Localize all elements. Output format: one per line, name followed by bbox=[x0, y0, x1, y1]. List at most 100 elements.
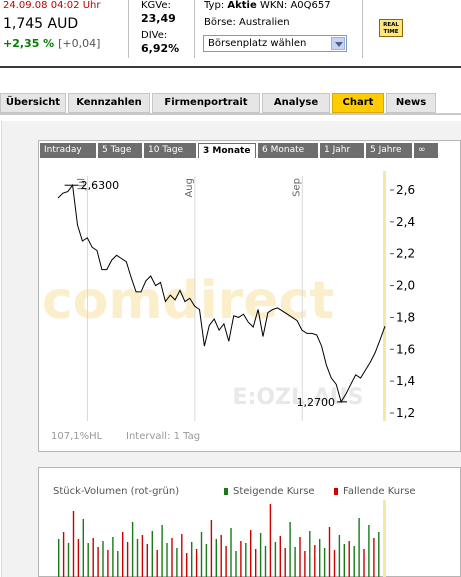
period-tab-max[interactable]: ∞ bbox=[414, 143, 438, 158]
period-tab-10-tage[interactable]: 10 Tage bbox=[144, 143, 196, 158]
legend-rising: Steigende Kurse bbox=[224, 486, 315, 497]
volume-bar bbox=[309, 531, 311, 577]
exchange-line: Börse: Australien bbox=[204, 17, 290, 28]
volume-bar bbox=[294, 547, 296, 577]
x-tick-label: Sep bbox=[291, 178, 302, 197]
header-divider bbox=[194, 0, 195, 58]
dive-value: 6,92% bbox=[141, 42, 180, 55]
header-divider bbox=[362, 0, 363, 58]
volume-bar bbox=[131, 522, 134, 577]
volume-bar bbox=[259, 533, 262, 577]
exchange-select[interactable]: Börsenplatz wählen bbox=[203, 35, 347, 52]
volume-bar bbox=[112, 537, 114, 577]
period-tab-6-monate[interactable]: 6 Monate bbox=[258, 143, 318, 158]
y-tick-label: 1,8 bbox=[396, 310, 415, 324]
volume-bar bbox=[373, 538, 375, 577]
volume-bar bbox=[156, 550, 158, 577]
tab-underline bbox=[0, 113, 461, 115]
volume-bar bbox=[269, 504, 272, 577]
interval-footer: Intervall: 1 Tag bbox=[126, 431, 200, 442]
tab-uebersicht[interactable]: Übersicht bbox=[0, 93, 66, 113]
volume-bar bbox=[225, 546, 227, 577]
period-tab-3-monate[interactable]: 3 Monate bbox=[198, 143, 256, 158]
tab-firmenportrait[interactable]: Firmenportrait bbox=[152, 93, 260, 113]
period-tab-intraday[interactable]: Intraday bbox=[40, 143, 96, 158]
volume-bar bbox=[333, 550, 336, 577]
x-tick-label: Jul bbox=[77, 178, 88, 191]
volume-bar bbox=[363, 549, 365, 577]
tab-analyse[interactable]: Analyse bbox=[262, 93, 330, 113]
chevron-down-icon[interactable] bbox=[331, 37, 345, 50]
boerse-label: Börse: bbox=[204, 17, 236, 28]
volume-bar bbox=[338, 535, 341, 577]
volume-bar bbox=[161, 525, 163, 577]
symbol-watermark: E:OZL.AUS bbox=[233, 385, 364, 410]
volume-bar bbox=[255, 549, 257, 577]
volume-title: Stück-Volumen (rot-grün) bbox=[53, 486, 180, 497]
legend-falling-label: Fallende Kurse bbox=[343, 486, 416, 497]
x-tick-label: Aug bbox=[184, 178, 195, 198]
volume-bar bbox=[58, 539, 60, 577]
tab-news[interactable]: News bbox=[386, 93, 436, 113]
volume-bar bbox=[67, 543, 70, 577]
volume-bar bbox=[230, 528, 232, 577]
volume-bar bbox=[368, 525, 370, 577]
instrument-type-line: Typ: Aktie WKN: A0Q657 bbox=[204, 0, 331, 11]
volume-bar bbox=[353, 546, 355, 577]
volume-bar bbox=[220, 535, 222, 577]
period-tab-5-jahre[interactable]: 5 Jahre bbox=[366, 143, 412, 158]
volume-bar bbox=[97, 547, 99, 577]
volume-bar bbox=[107, 550, 109, 577]
volume-bar bbox=[186, 553, 188, 577]
legend-rising-swatch bbox=[224, 487, 228, 495]
volume-bar bbox=[348, 541, 350, 577]
volume-bar bbox=[176, 548, 178, 577]
y-tick-label: 2,4 bbox=[396, 215, 415, 229]
price-chart-frame bbox=[38, 140, 461, 452]
volume-bar-chart: 60.000.0040.000.0020.000.00 bbox=[58, 500, 386, 577]
volume-bar bbox=[378, 532, 380, 577]
volume-bar bbox=[284, 548, 286, 577]
kgve-label: KGVe: bbox=[141, 0, 171, 11]
volume-bar bbox=[245, 543, 247, 577]
y-tick-label: 1,6 bbox=[396, 342, 415, 356]
volume-bar bbox=[319, 539, 321, 577]
volume-bar bbox=[210, 520, 213, 577]
volume-bar bbox=[274, 542, 277, 577]
max-annotation: 2,6300 bbox=[81, 179, 120, 192]
watermark-text: comdirect bbox=[42, 271, 334, 331]
y-tick-label: 2,2 bbox=[396, 247, 415, 261]
realtime-badge[interactable]: REAL TIME bbox=[379, 19, 403, 37]
wkn-value: A0Q657 bbox=[290, 0, 331, 11]
volume-bar bbox=[279, 536, 281, 577]
volume-bar bbox=[343, 544, 345, 577]
period-tab-1-jahr[interactable]: 1 Jahr bbox=[320, 143, 364, 158]
quote-change-abs: [+0,04] bbox=[58, 37, 101, 50]
chart-cursor[interactable] bbox=[383, 171, 386, 421]
volume-bar bbox=[328, 527, 331, 577]
volume-bar bbox=[117, 551, 119, 577]
header-divider bbox=[128, 0, 129, 58]
volume-bar bbox=[314, 545, 316, 577]
volume-bar bbox=[240, 541, 242, 577]
kgve-value: 23,49 bbox=[141, 12, 176, 25]
volume-bar bbox=[195, 549, 198, 577]
volume-bar bbox=[215, 539, 217, 577]
volume-bar bbox=[181, 534, 183, 577]
volume-bar bbox=[264, 546, 267, 577]
volume-bar bbox=[200, 532, 203, 577]
period-tab-5-tage[interactable]: 5 Tage bbox=[98, 143, 142, 158]
volume-bar bbox=[151, 531, 153, 577]
dive-label: DIVe: bbox=[141, 30, 168, 41]
y-tick-label: 1,4 bbox=[396, 374, 415, 388]
min-annotation: 1,2700 bbox=[297, 396, 336, 409]
quote-change-pct: +2,35 % bbox=[3, 37, 55, 50]
volume-bar bbox=[299, 537, 301, 577]
volume-bar bbox=[82, 519, 84, 577]
volume-bar bbox=[358, 518, 360, 577]
price-line bbox=[57, 183, 386, 404]
y-tick-label: 1,2 bbox=[396, 406, 415, 420]
tab-chart[interactable]: Chart bbox=[332, 93, 384, 113]
tab-kennzahlen[interactable]: Kennzahlen bbox=[68, 93, 150, 113]
volume-bar bbox=[77, 539, 80, 577]
